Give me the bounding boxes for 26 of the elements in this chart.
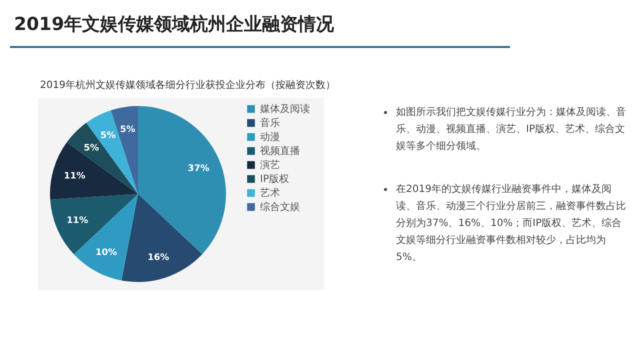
- pie-slice: [50, 142, 138, 200]
- data-label: 11%: [64, 172, 86, 182]
- pie-slice: [66, 122, 138, 194]
- pie-slice: [86, 110, 138, 194]
- pie-slice: [138, 106, 226, 254]
- text: 如图所示我们把文娱传媒行业分为：媒体及阅读、音乐、动漫、视频直播、演艺、IP版权、艺术、综合文娱等多个细分领域。: [396, 107, 626, 152]
- data-label: 10%: [95, 248, 117, 258]
- legend-label: 艺术: [260, 187, 280, 199]
- text: 在2019年的文娱传媒行业融资事件中，媒体及阅读、音乐、动漫三个行业分居前三，融资事件数占比分别为37%、16%、10%；而IP版权、艺术、综合文娱等细分行业融资事件数相对较少，占比均为5%。: [396, 184, 626, 263]
- chart-title: 2019年文娱传媒领域杭州企业融资情况: [14, 13, 334, 36]
- data-label: 5%: [120, 124, 136, 135]
- legend-label: 视频直播: [260, 145, 300, 157]
- data-label: 5%: [84, 143, 99, 154]
- data-label: 37%: [188, 164, 210, 174]
- data-label: 16%: [148, 252, 170, 263]
- chart-subtitle: 2019年杭州文娱传媒领域各细分行业获投企业分布（按融资次数）: [40, 78, 336, 92]
- legend-label: 动漫: [260, 131, 280, 143]
- pie-slice: [50, 194, 138, 254]
- legend-label: 综合文娱: [260, 201, 300, 213]
- data-label: 11%: [66, 216, 88, 226]
- legend-label: 媒体及阅读: [260, 103, 310, 115]
- legend-label: IP版权: [260, 173, 289, 185]
- legend-label: 演艺: [260, 159, 280, 171]
- legend-label: 音乐: [260, 117, 280, 129]
- data-label: 5%: [100, 131, 116, 142]
- pie-slice: [122, 194, 202, 282]
